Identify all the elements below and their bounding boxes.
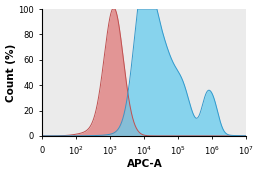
X-axis label: APC-A: APC-A xyxy=(127,159,162,169)
Y-axis label: Count (%): Count (%) xyxy=(5,43,16,102)
